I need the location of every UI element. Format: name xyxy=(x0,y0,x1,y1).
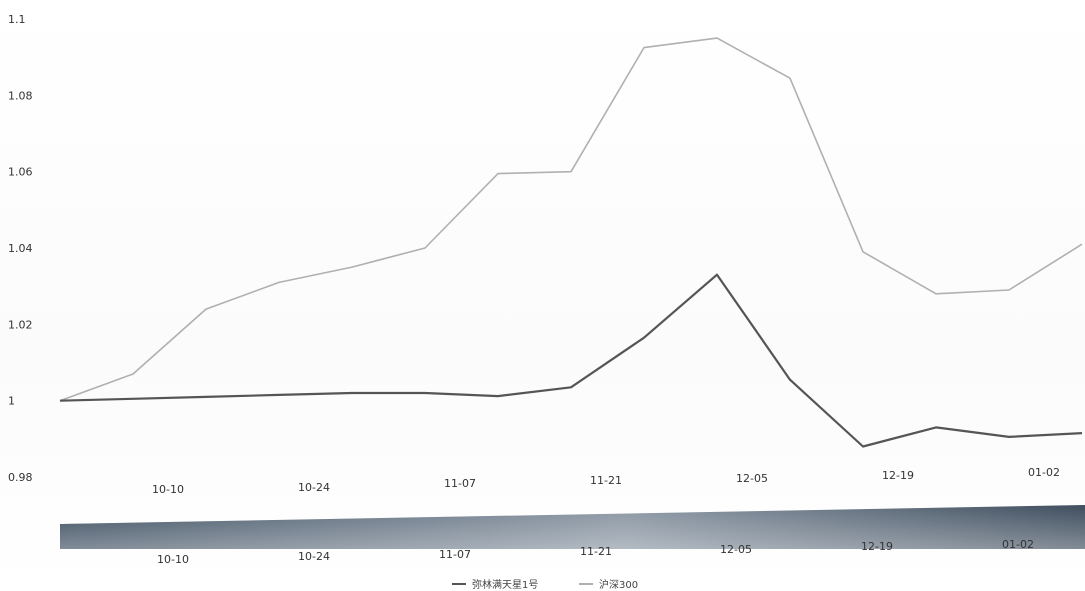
y-tick-label: 1.06 xyxy=(8,166,33,179)
navigator-tick-label: 11-07 xyxy=(439,548,471,561)
y-tick-label: 1.08 xyxy=(8,89,33,102)
legend-item: 沪深300 xyxy=(579,578,638,591)
series-line xyxy=(59,273,1083,448)
y-tick-label: 0.98 xyxy=(8,471,33,484)
navigator-band-shade xyxy=(60,505,1085,549)
navigator-tick-label: 11-21 xyxy=(580,545,612,558)
range-navigator[interactable] xyxy=(60,505,1085,549)
x-tick-label: 10-24 xyxy=(298,481,330,494)
x-tick-label: 10-10 xyxy=(152,483,184,496)
y-tick-label: 1 xyxy=(8,395,15,408)
navigator-tick-label: 10-10 xyxy=(157,553,189,566)
navigator-tick-label: 12-19 xyxy=(861,540,893,553)
navigator-tick-label: 01-02 xyxy=(1002,538,1034,551)
x-tick-label: 11-21 xyxy=(590,474,622,487)
y-tick-label: 1.1 xyxy=(8,13,26,26)
x-axis: 10-10 10-24 11-07 11-21 12-05 12-19 01-02 xyxy=(152,466,1060,496)
navigator-tick-label: 12-05 xyxy=(720,543,752,556)
legend-label: 沪深300 xyxy=(599,578,638,591)
navigator-tick-label: 10-24 xyxy=(298,550,330,563)
x-tick-label: 11-07 xyxy=(444,477,476,490)
legend-label: 弥林满天星1号 xyxy=(472,578,538,591)
y-tick-label: 1.02 xyxy=(8,318,33,331)
x-tick-label: 01-02 xyxy=(1028,466,1060,479)
series-layer xyxy=(59,37,1083,448)
y-axis: 0.98 1 1.02 1.04 1.06 1.08 1.1 xyxy=(8,13,33,484)
legend-item: 弥林满天星1号 xyxy=(452,578,538,591)
x-tick-label: 12-19 xyxy=(882,469,914,482)
navigator-axis: 10-10 10-24 11-07 11-21 12-05 12-19 01-02 xyxy=(157,538,1034,566)
x-tick-label: 12-05 xyxy=(736,472,768,485)
series-line xyxy=(59,37,1083,402)
y-tick-label: 1.04 xyxy=(8,242,33,255)
legend: 弥林满天星1号 沪深300 xyxy=(452,578,638,591)
